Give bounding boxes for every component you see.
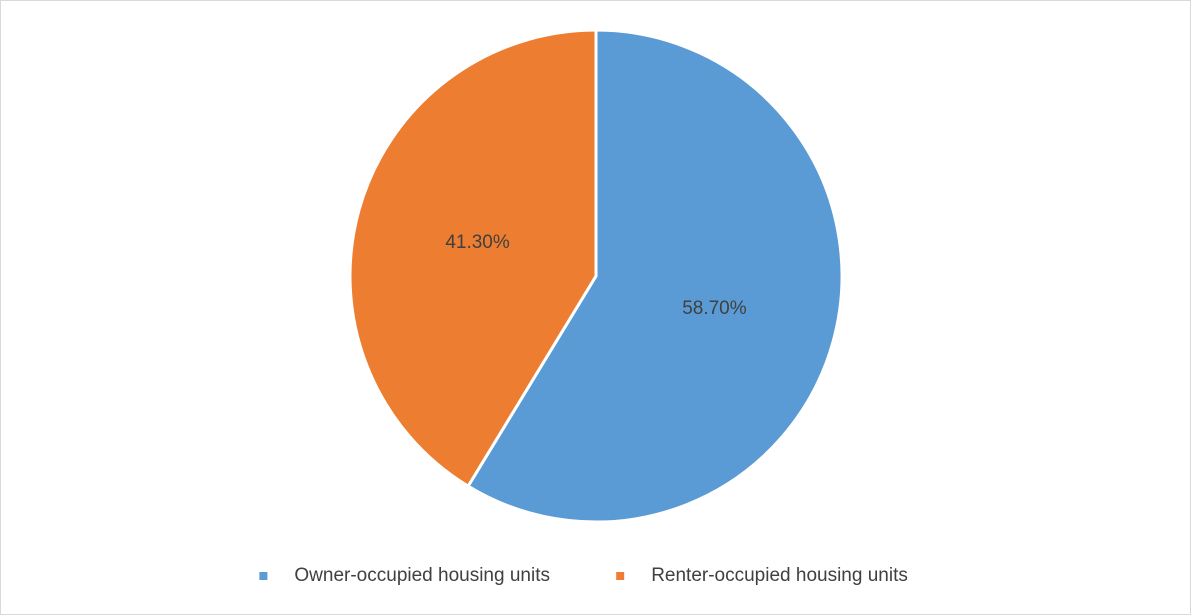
legend-label: Renter-occupied housing units <box>651 565 908 586</box>
pie-slice <box>348 28 598 488</box>
data-label: 58.70% <box>682 298 747 319</box>
pie-slice <box>466 28 844 524</box>
legend-label: Owner-occupied housing units <box>294 565 550 586</box>
data-label: 41.30% <box>445 232 510 253</box>
legend-marker <box>259 572 268 580</box>
legend-marker <box>616 572 625 580</box>
